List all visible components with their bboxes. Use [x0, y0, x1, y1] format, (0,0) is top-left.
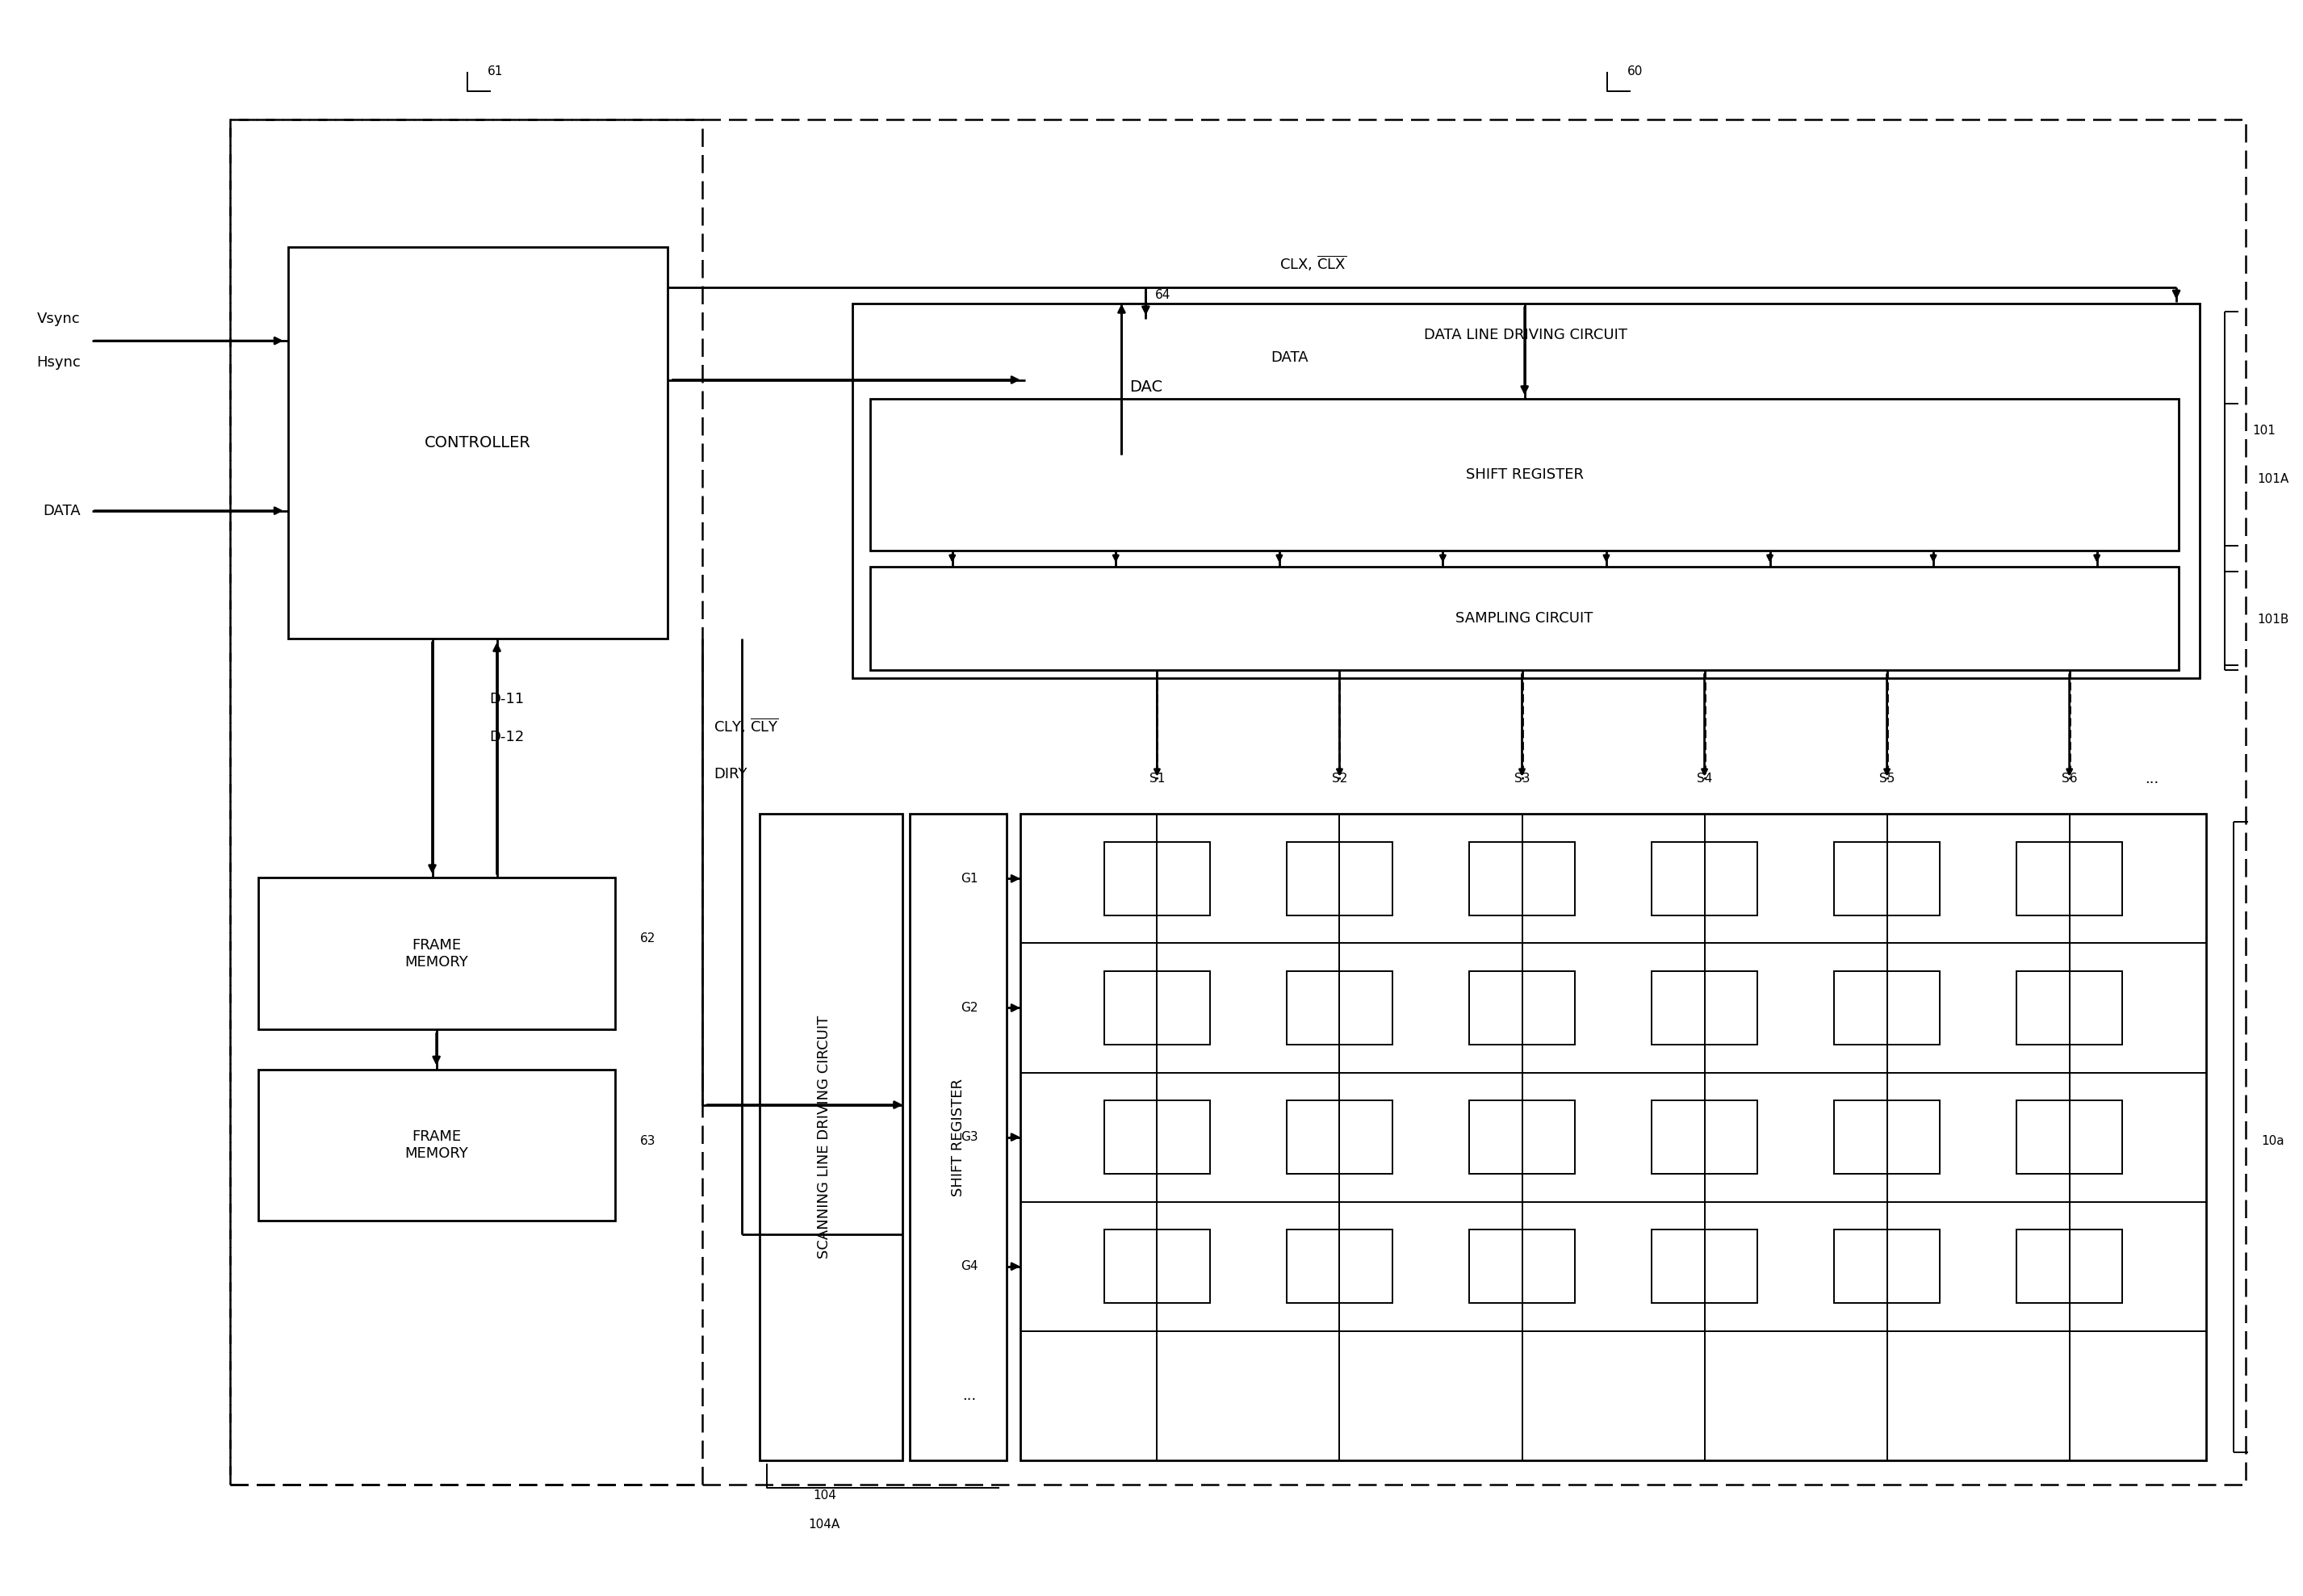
Bar: [1287, 843, 1393, 915]
Bar: [258, 878, 615, 1029]
Text: S4: S4: [1697, 772, 1713, 785]
Text: ...: ...: [963, 1389, 976, 1403]
Bar: [1469, 972, 1575, 1044]
Bar: [1103, 843, 1209, 915]
Text: Vsync: Vsync: [37, 311, 81, 327]
Text: DATA: DATA: [1271, 350, 1308, 365]
Text: 101A: 101A: [2257, 472, 2289, 485]
Bar: [1469, 1101, 1575, 1173]
Text: 63: 63: [640, 1135, 656, 1148]
Bar: [1103, 1231, 1209, 1302]
Bar: [852, 303, 2199, 678]
Text: DATA: DATA: [44, 503, 81, 519]
Bar: [230, 120, 2245, 1484]
Bar: [1469, 1231, 1575, 1302]
Bar: [1833, 843, 1939, 915]
Bar: [1287, 972, 1393, 1044]
Bar: [258, 1069, 615, 1221]
Bar: [1020, 814, 2206, 1460]
Text: G4: G4: [960, 1261, 979, 1272]
Bar: [1833, 1231, 1939, 1302]
Bar: [760, 814, 903, 1460]
Text: S1: S1: [1149, 772, 1165, 785]
Text: DATA LINE DRIVING CIRCUIT: DATA LINE DRIVING CIRCUIT: [1423, 327, 1628, 343]
Text: 64: 64: [1156, 289, 1170, 302]
Bar: [1287, 1101, 1393, 1173]
Bar: [1833, 972, 1939, 1044]
Text: FRAME
MEMORY: FRAME MEMORY: [405, 1130, 468, 1160]
Text: FRAME
MEMORY: FRAME MEMORY: [405, 938, 468, 969]
Bar: [1651, 843, 1757, 915]
Bar: [2017, 843, 2123, 915]
Bar: [2017, 1101, 2123, 1173]
Text: S3: S3: [1513, 772, 1529, 785]
Text: SCANNING LINE DRIVING CIRCUIT: SCANNING LINE DRIVING CIRCUIT: [818, 1015, 831, 1259]
Text: 104: 104: [813, 1489, 836, 1502]
Text: SHIFT REGISTER: SHIFT REGISTER: [951, 1079, 965, 1195]
Text: G2: G2: [960, 1002, 979, 1013]
Text: 10a: 10a: [2262, 1135, 2285, 1148]
Text: S5: S5: [1879, 772, 1895, 785]
Text: DAC: DAC: [1128, 380, 1163, 394]
Text: G3: G3: [960, 1132, 979, 1143]
Bar: [1651, 1101, 1757, 1173]
Text: CLX, $\overline{\mathrm{CLX}}$: CLX, $\overline{\mathrm{CLX}}$: [1278, 254, 1347, 273]
Bar: [1025, 319, 1267, 455]
Text: G1: G1: [960, 873, 979, 884]
Bar: [910, 814, 1006, 1460]
Bar: [230, 120, 702, 1484]
Bar: [2017, 972, 2123, 1044]
Text: SHIFT REGISTER: SHIFT REGISTER: [1465, 468, 1584, 482]
Text: ...: ...: [2144, 771, 2158, 787]
Text: Hsync: Hsync: [37, 354, 81, 370]
Bar: [871, 567, 2179, 670]
Text: 101B: 101B: [2257, 613, 2289, 626]
Text: DIRY: DIRY: [714, 766, 748, 782]
Text: 60: 60: [1628, 65, 1642, 78]
Bar: [1833, 1101, 1939, 1173]
Text: S6: S6: [2061, 772, 2077, 785]
Bar: [1651, 972, 1757, 1044]
Text: 104A: 104A: [808, 1518, 841, 1531]
Text: SAMPLING CIRCUIT: SAMPLING CIRCUIT: [1455, 611, 1594, 626]
Text: 62: 62: [640, 932, 656, 945]
Text: CONTROLLER: CONTROLLER: [424, 436, 532, 450]
Text: CLY, $\overline{\mathrm{CLY}}$: CLY, $\overline{\mathrm{CLY}}$: [714, 717, 778, 736]
Text: D-11: D-11: [488, 691, 525, 707]
Text: 101: 101: [2252, 425, 2275, 437]
Bar: [1103, 972, 1209, 1044]
Text: 61: 61: [488, 65, 502, 78]
Bar: [1287, 1231, 1393, 1302]
Bar: [288, 247, 668, 638]
Bar: [2017, 1231, 2123, 1302]
Bar: [1651, 1231, 1757, 1302]
Bar: [871, 399, 2179, 551]
Bar: [1469, 843, 1575, 915]
Text: D-12: D-12: [488, 729, 525, 745]
Text: S2: S2: [1331, 772, 1347, 785]
Bar: [1103, 1101, 1209, 1173]
